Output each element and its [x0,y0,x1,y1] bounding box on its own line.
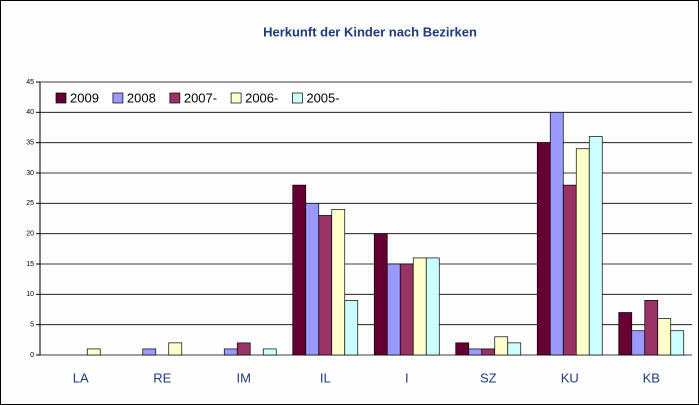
y-tick-label: 10 [26,291,34,298]
bar [399,263,414,356]
y-tick-label: 20 [26,231,34,238]
legend-label: 2005- [306,90,339,105]
y-tick-label: 35 [26,140,34,147]
x-tick-label: KU [561,370,579,385]
bar [494,336,509,356]
x-tick-label: I [405,370,409,385]
x-tick-label: SZ [480,370,497,385]
bar [481,348,496,356]
bar [455,342,470,356]
bar [425,257,440,356]
y-tick-label: 25 [26,200,34,207]
chart-title: Herkunft der Kinder nach Bezirken [263,24,477,39]
x-tick-label: LA [73,370,89,385]
legend-swatch [112,92,124,104]
legend-swatch [230,92,242,104]
legend-label: 2007- [184,90,217,105]
bar [305,202,320,356]
x-tick-label: RE [153,370,171,385]
y-tick-label: 45 [26,79,34,86]
legend-box [50,88,440,108]
legend-swatch [169,92,181,104]
bar [536,142,551,356]
y-tick-label: 30 [26,170,34,177]
y-tick-label: 5 [30,322,34,329]
x-tick-label: IM [237,370,251,385]
legend-label: 2006- [245,90,278,105]
bar [373,233,388,356]
bar [262,348,277,356]
bar [657,318,672,356]
bar [468,348,483,356]
bar [236,342,251,356]
bar [562,184,577,356]
bar [549,111,564,356]
bar [86,348,101,356]
bar [412,257,427,356]
bar [331,209,346,356]
bar [168,342,183,356]
bar [631,330,646,356]
bar [344,300,359,356]
bar [318,215,333,356]
legend-swatch [55,92,67,104]
bar [670,330,685,356]
y-tick-label: 15 [26,261,34,268]
bar [644,300,659,356]
bar [588,136,603,356]
bar [618,312,633,356]
y-tick-label: 0 [30,352,34,359]
bar [292,184,307,356]
x-tick-label: KB [643,370,660,385]
bar [386,263,401,356]
bar [142,348,157,356]
bar [575,148,590,356]
bar [223,348,238,356]
legend-label: 2008 [127,90,156,105]
bar [507,342,522,356]
x-tick-label: IL [320,370,331,385]
legend-swatch [291,92,303,104]
legend-label: 2009 [70,90,99,105]
y-tick-label: 40 [26,109,34,116]
